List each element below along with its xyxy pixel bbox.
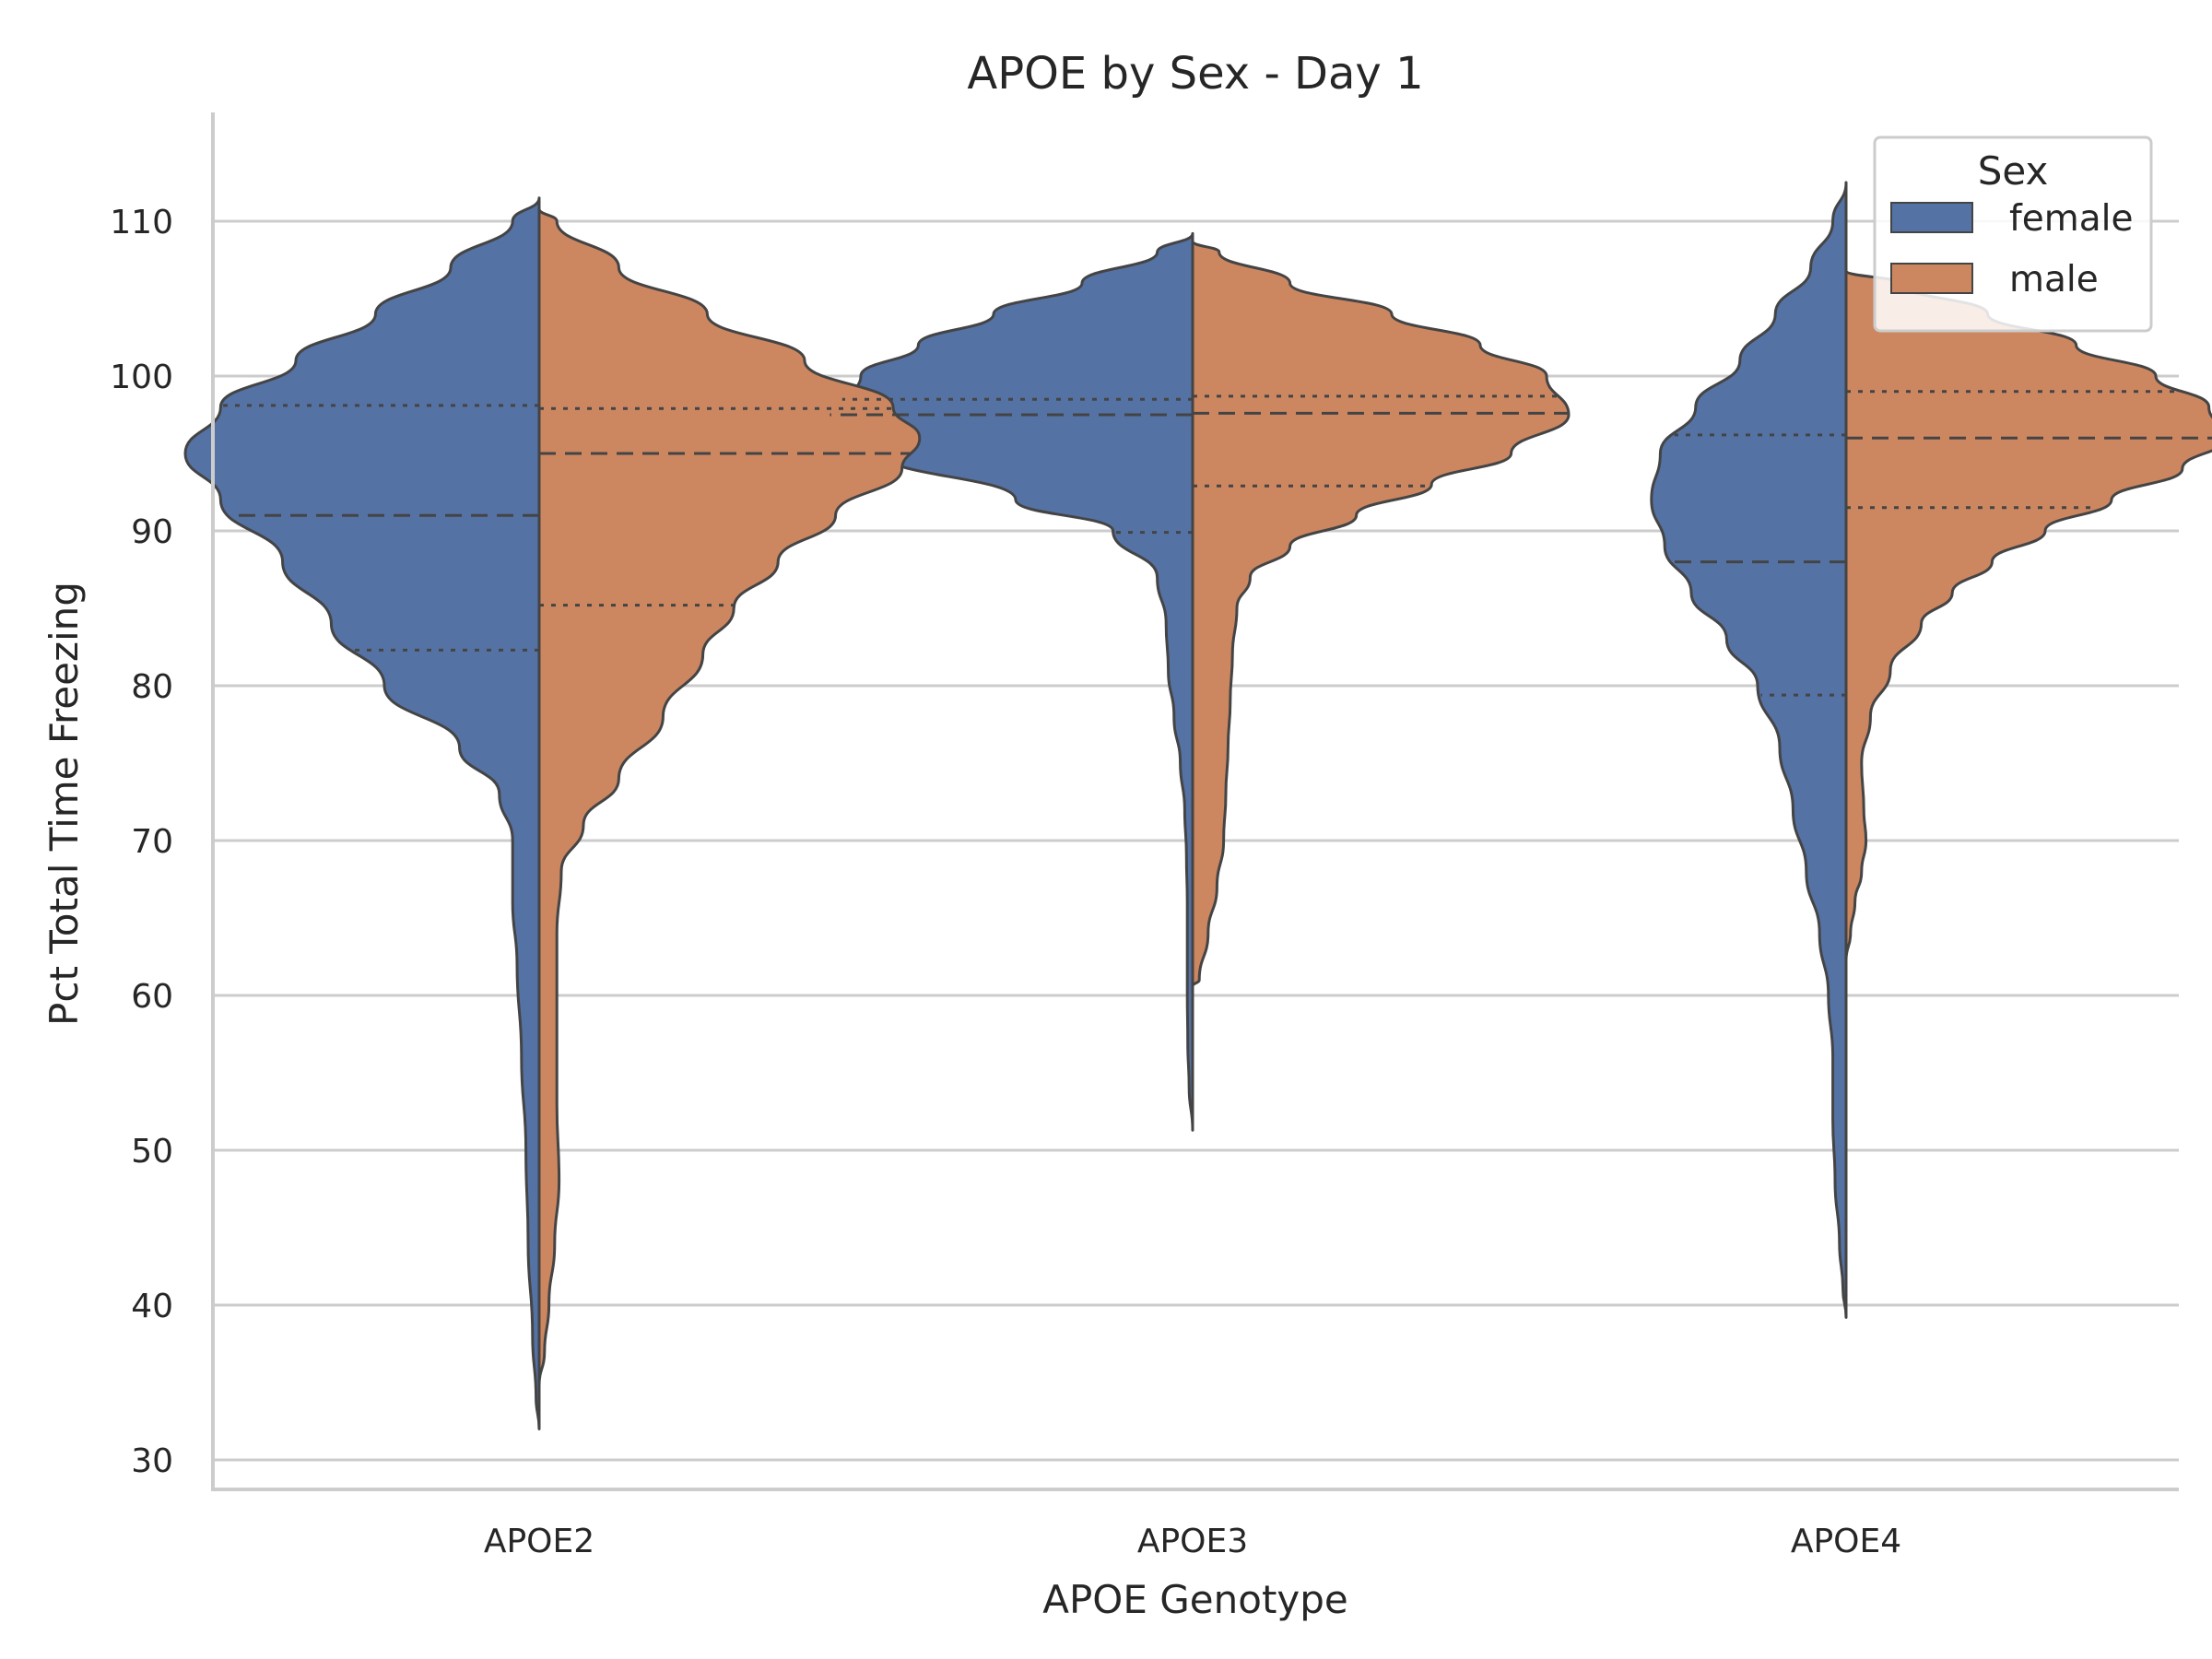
legend-title: Sex xyxy=(1978,148,2049,194)
y-tick-label: 50 xyxy=(131,1133,173,1171)
axes xyxy=(211,112,2179,1491)
x-tick-labels: APOE2 APOE3 APOE4 xyxy=(484,1523,1901,1560)
y-tick-label: 100 xyxy=(110,359,173,396)
y-tick-label: 40 xyxy=(131,1288,173,1325)
legend: Sex female male xyxy=(1873,135,2153,333)
quartile-lines xyxy=(223,390,2212,697)
legend-swatch-female xyxy=(1890,202,1973,233)
violin-female-apoe3 xyxy=(828,231,1194,1132)
y-tick-labels: 30 40 50 60 70 80 90 100 110 xyxy=(110,204,173,1480)
legend-label-female: female xyxy=(2009,198,2133,240)
violins xyxy=(183,181,2212,1430)
x-tick-label: APOE4 xyxy=(1791,1523,1901,1560)
x-tick-label: APOE2 xyxy=(484,1523,594,1560)
x-tick-label: APOE3 xyxy=(1137,1523,1248,1560)
legend-entries: female male xyxy=(1890,198,2133,300)
violin-female-apoe2 xyxy=(183,196,541,1430)
y-tick-label: 90 xyxy=(131,513,173,551)
legend-swatch-male xyxy=(1890,263,1973,294)
y-axis-label: Pct Total Time Freezing xyxy=(41,582,87,1026)
y-tick-label: 70 xyxy=(131,823,173,861)
y-tick-label: 110 xyxy=(110,204,173,241)
violin-male-apoe2 xyxy=(537,207,922,1387)
legend-label-male: male xyxy=(2009,259,2099,300)
violin-male-apoe4 xyxy=(1844,269,2212,961)
violin-female-apoe4 xyxy=(1650,181,1848,1319)
violin-male-apoe3 xyxy=(1191,240,1571,988)
y-tick-label: 60 xyxy=(131,978,173,1016)
y-tick-label: 30 xyxy=(131,1442,173,1480)
x-axis-label: APOE Genotype xyxy=(1042,1577,1348,1622)
chart-title: APOE by Sex - Day 1 xyxy=(967,48,1423,100)
y-tick-label: 80 xyxy=(131,668,173,706)
